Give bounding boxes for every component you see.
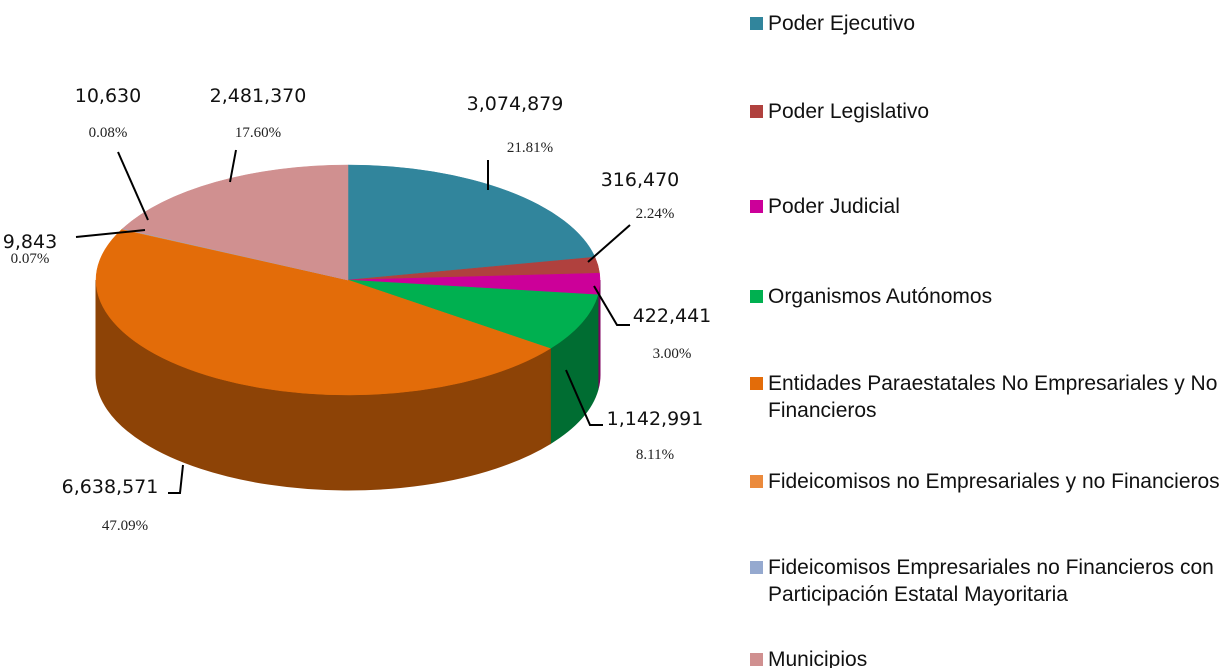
legend-item: Poder Judicial [750,193,1228,220]
legend-item: Fideicomisos no Empresariales y no Finan… [750,468,1228,495]
percent-label: 21.81% [507,140,553,156]
data-label: 1,142,991 [607,408,704,430]
data-label: 3,074,879 [467,93,564,115]
legend-item: Entidades Paraestatales No Empresariales… [750,370,1228,424]
legend-item: Poder Ejecutivo [750,10,1228,37]
legend-swatch [750,653,763,666]
slice [347,279,599,349]
legend-label: Poder Ejecutivo [768,12,916,35]
data-label: 2,481,370 [210,85,307,107]
data-label: 316,470 [601,169,680,191]
legend-swatch [750,17,763,30]
legend-swatch [750,475,763,488]
slice [122,164,349,281]
leader-line [229,149,237,183]
leader-line [565,369,603,426]
legend-item: Fideicomisos Empresariales no Financiero… [750,554,1228,608]
data-label: 6,638,571 [62,476,159,498]
leader-line [75,229,146,238]
legend-label: Municipios [768,648,868,668]
leader-line [593,285,630,326]
legend-label: Organismos Autónomos [768,285,993,308]
legend-label: Fideicomisos Empresariales no Financiero… [768,556,1214,606]
legend-item: Municipios [750,646,1228,668]
legend-item: Poder Legislativo [750,98,1228,125]
leader-line [168,464,184,494]
legend-label: Entidades Paraestatales No Empresariales… [768,372,1218,422]
legend-item: Organismos Autónomos [750,283,1228,310]
legend-swatch [750,290,763,303]
percent-label: 47.09% [102,518,148,534]
legend-swatch [750,200,763,213]
legend-label: Poder Legislativo [768,100,930,123]
legend-label: Poder Judicial [768,195,900,218]
slice [95,229,551,396]
data-label: 9,843 [3,231,57,253]
percent-label: 3.00% [653,346,692,362]
leader-line [117,151,149,221]
percent-label: 2.24% [636,206,675,222]
legend-label: Fideicomisos no Empresariales y no Finan… [768,470,1220,493]
percent-label: 0.08% [89,125,128,141]
leader-line [587,224,631,263]
percent-label: 17.60% [235,125,281,141]
legend-swatch [750,105,763,118]
percent-label: 8.11% [636,447,674,463]
data-label: 422,441 [633,305,712,327]
legend-swatch [750,561,763,574]
chart: 3,074,879 21.81% 316,470 2.24% 422,441 3.00% 1… [3,85,712,534]
legend-swatch [750,377,763,390]
slice [347,164,596,281]
data-label: 10,630 [75,85,141,107]
percent-label: 0.07% [11,251,50,267]
